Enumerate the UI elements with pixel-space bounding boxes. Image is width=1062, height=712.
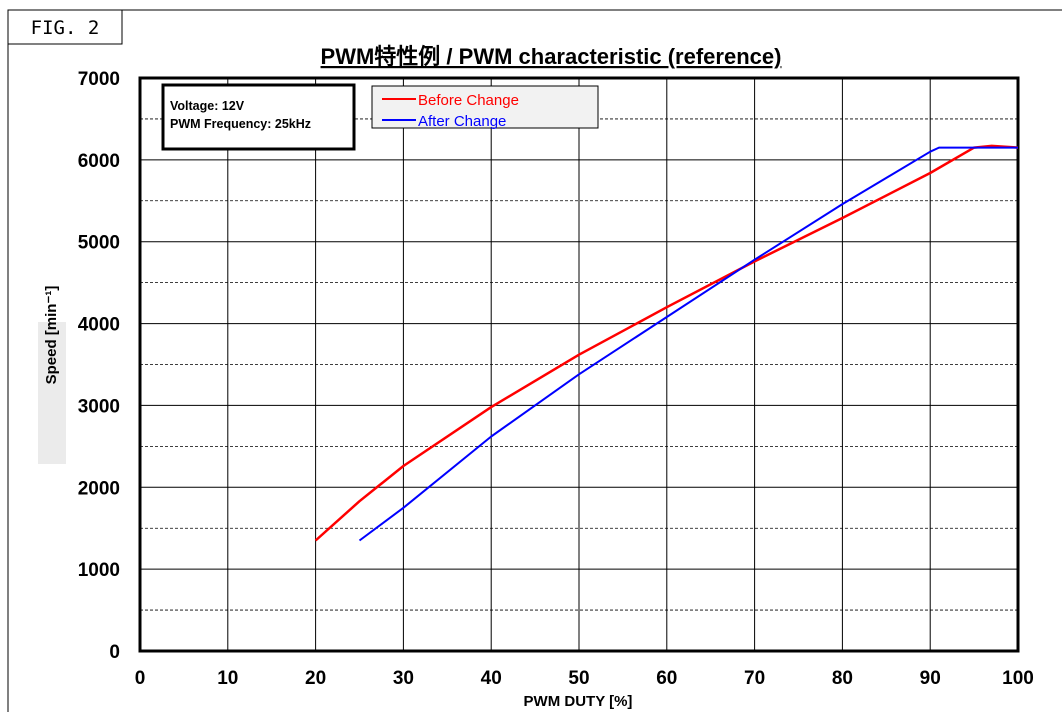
grid bbox=[140, 78, 1018, 651]
figure-label-box bbox=[7, 9, 123, 45]
x-tick-labels: 0 10 20 30 40 50 60 70 80 90 100 bbox=[135, 668, 1034, 689]
y-tick-label: 0 bbox=[109, 642, 120, 663]
x-tick-label: 80 bbox=[832, 668, 853, 689]
y-axis-label: Speed [min⁻¹] bbox=[43, 286, 60, 385]
y-tick-labels: 0 1000 2000 3000 4000 5000 6000 7000 bbox=[78, 69, 120, 663]
y-tick-label: 4000 bbox=[78, 315, 120, 336]
y-axis-label-background bbox=[38, 322, 66, 464]
y-tick-label: 2000 bbox=[78, 478, 120, 499]
x-tick-label: 90 bbox=[920, 668, 941, 689]
x-tick-label: 70 bbox=[744, 668, 765, 689]
y-tick-label: 6000 bbox=[78, 151, 120, 172]
y-tick-label: 3000 bbox=[78, 396, 120, 417]
conditions-frequency: PWM Frequency: 25kHz bbox=[170, 117, 311, 131]
series-group bbox=[314, 144, 1019, 542]
y-tick-label: 5000 bbox=[78, 233, 120, 254]
x-axis-label: PWM DUTY [%] bbox=[524, 693, 633, 710]
x-tick-label: 50 bbox=[568, 668, 589, 689]
x-tick-label: 10 bbox=[217, 668, 238, 689]
plot-area-frame bbox=[138, 76, 1020, 653]
legend-label-after-change: After Change bbox=[418, 113, 506, 130]
x-tick-label: 30 bbox=[393, 668, 414, 689]
x-tick-label: 20 bbox=[305, 668, 326, 689]
y-tick-label: 7000 bbox=[78, 69, 120, 90]
conditions-voltage: Voltage: 12V bbox=[170, 99, 245, 113]
x-tick-label: 100 bbox=[1002, 668, 1034, 689]
chart-title: PWM特性例 / PWM characteristic (reference) bbox=[321, 44, 782, 69]
figure-label: FIG. 2 bbox=[31, 17, 100, 39]
x-tick-label: 0 bbox=[135, 668, 146, 689]
x-tick-label: 60 bbox=[656, 668, 677, 689]
series-line-after-change bbox=[358, 146, 1018, 542]
y-tick-label: 1000 bbox=[78, 560, 120, 581]
x-tick-label: 40 bbox=[481, 668, 502, 689]
legend-label-before-change: Before Change bbox=[418, 92, 519, 109]
conditions-box bbox=[161, 83, 356, 151]
